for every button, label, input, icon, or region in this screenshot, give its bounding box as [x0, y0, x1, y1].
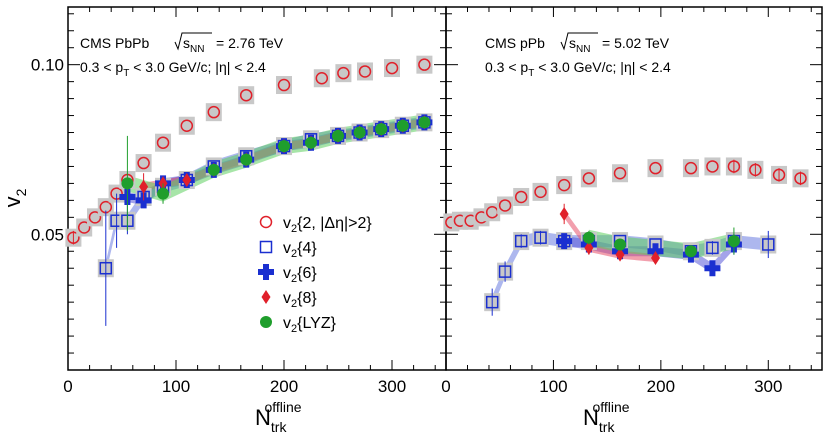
data-point	[77, 221, 91, 234]
y-tick-label: 0.10	[31, 56, 64, 75]
legend-entry-label: v2{4}	[283, 240, 317, 260]
legend-swatch	[259, 215, 273, 229]
data-point	[418, 58, 431, 71]
data-point	[121, 177, 134, 190]
x-tick-label: 100	[162, 377, 190, 396]
data-point	[278, 140, 290, 153]
data-point	[794, 172, 807, 185]
legend-entry-label: v2{2, |Δη|>2}	[283, 215, 372, 235]
data-point	[277, 78, 291, 92]
left-title-prefix: CMS PbPb	[80, 35, 149, 51]
right-cut-line: 0.3 < pT < 3.0 GeV/c; |η| < 2.4	[485, 59, 671, 79]
data-point	[514, 190, 528, 204]
data-point	[556, 233, 573, 250]
legend-swatch	[260, 316, 272, 328]
data-point	[613, 166, 627, 180]
data-point	[139, 179, 149, 194]
left-data-points	[65, 55, 433, 326]
data-point	[727, 235, 740, 248]
data-point	[305, 136, 317, 149]
data-point	[649, 161, 662, 175]
data-point	[337, 66, 350, 80]
data-point	[498, 265, 512, 278]
data-point	[99, 261, 113, 275]
left-energy-value: = 2.76 TeV	[216, 35, 284, 51]
data-point	[396, 119, 409, 132]
data-point	[485, 295, 499, 309]
legend-entry-label: v2{LYZ}	[283, 315, 337, 335]
right-sqrt-sign	[560, 32, 598, 51]
data-point	[614, 238, 627, 251]
left-systematic-bands	[105, 114, 425, 275]
right-energy-value: = 5.02 TeV	[602, 35, 670, 51]
data-point	[749, 163, 762, 177]
data-point	[650, 251, 660, 266]
data-point	[772, 168, 786, 182]
data-point	[615, 247, 625, 262]
x-tick-label: 0	[441, 377, 450, 396]
data-point	[534, 185, 547, 199]
data-point	[315, 71, 329, 85]
data-point	[353, 126, 366, 139]
axis-ticks: 0 100 200 300 0.05 0.10 0 100 200 300	[31, 7, 822, 396]
data-point	[239, 88, 253, 102]
y-axis-label: v2	[0, 188, 29, 207]
x-tick-label: 300	[754, 377, 782, 396]
data-point	[534, 231, 547, 244]
data-point	[762, 238, 775, 251]
right-data-points	[443, 157, 809, 316]
data-point	[584, 240, 594, 255]
left-energy-symbol: sNN	[183, 35, 204, 55]
data-point	[514, 234, 528, 248]
x-tick-label: 200	[647, 377, 675, 396]
legend: v2{2, |Δη|>2} v2{4} v2{6} v2{8} v2{LYZ}	[258, 215, 372, 335]
data-point	[727, 160, 741, 173]
data-point	[557, 178, 571, 192]
x-axis-label-left: Ntrkoffline	[255, 399, 302, 435]
data-point	[182, 173, 192, 188]
data-point	[498, 199, 512, 212]
data-point	[88, 211, 102, 224]
data-point	[418, 116, 431, 129]
data-point	[559, 206, 569, 221]
data-point	[704, 260, 721, 277]
data-point	[375, 123, 388, 136]
systematic-band	[127, 114, 425, 202]
right-energy-symbol: sNN	[569, 35, 590, 55]
data-point	[207, 105, 221, 119]
data-point	[358, 65, 372, 78]
data-point	[180, 119, 194, 132]
left-sqrt-sign	[174, 32, 212, 51]
data-point	[157, 187, 170, 200]
data-point	[332, 129, 344, 142]
data-point	[137, 156, 150, 170]
legend-entry-label: v2{6}	[283, 265, 317, 285]
legend-swatch	[261, 290, 271, 304]
data-point	[684, 161, 698, 175]
x-tick-label: 200	[270, 377, 298, 396]
right-title-prefix: CMS pPb	[485, 35, 545, 51]
left-cut-line: 0.3 < pT < 3.0 GeV/c; |η| < 2.4	[80, 59, 266, 79]
data-point	[67, 231, 80, 244]
data-point	[207, 163, 220, 176]
right-panel-frame	[445, 6, 823, 371]
legend-entry-label: v2{8}	[283, 290, 317, 310]
data-point	[684, 245, 697, 258]
data-point	[582, 172, 596, 185]
data-point	[706, 241, 719, 255]
legend-swatch	[258, 264, 274, 280]
x-tick-label: 300	[378, 377, 406, 396]
data-point	[706, 160, 719, 173]
data-point	[156, 136, 170, 149]
data-point	[240, 153, 253, 166]
data-point	[582, 231, 595, 244]
x-tick-label: 0	[63, 377, 72, 396]
x-axis-label-right: Ntrkoffline	[583, 399, 630, 435]
right-systematic-bands	[492, 209, 769, 309]
y-tick-label: 0.05	[31, 225, 64, 244]
x-tick-label: 100	[539, 377, 567, 396]
data-point	[385, 61, 399, 75]
legend-swatch	[259, 240, 273, 254]
